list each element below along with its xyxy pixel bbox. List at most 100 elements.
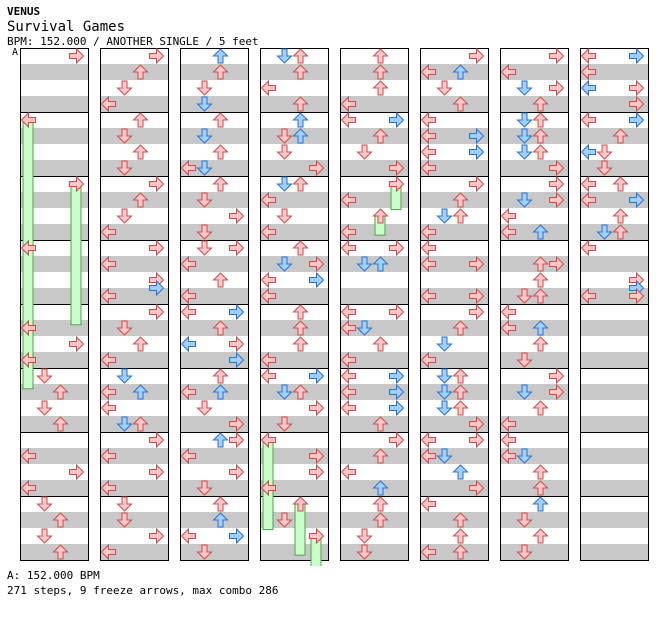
- arrow-up-icon: [292, 384, 309, 400]
- arrow-up-icon: [372, 336, 389, 352]
- arrow-up-icon: [372, 80, 389, 96]
- arrow-up-icon: [452, 208, 469, 224]
- arrow-left-icon: [420, 447, 436, 465]
- arrow-down-icon: [116, 368, 133, 384]
- arrow-left-icon: [20, 447, 36, 465]
- arrow-up-icon: [132, 192, 149, 208]
- arrow-left-icon: [420, 287, 436, 305]
- arrow-left-icon: [260, 223, 276, 241]
- arrow-down-icon: [276, 512, 293, 528]
- beat-stripe: [260, 416, 328, 432]
- arrow-right-icon: [149, 303, 165, 321]
- arrow-right-icon: [149, 431, 165, 449]
- arrow-right-icon: [629, 95, 645, 113]
- arrow-down-icon: [516, 384, 533, 400]
- arrow-up-icon: [292, 64, 309, 80]
- beat-stripe: [260, 480, 328, 496]
- beat-stripe: [500, 448, 568, 464]
- arrow-right-icon: [69, 463, 85, 481]
- arrow-right-icon: [229, 207, 245, 225]
- arrow-left-icon: [100, 351, 116, 369]
- arrow-up-icon: [452, 96, 469, 112]
- beat-stripe: [260, 288, 328, 304]
- beat-stripe: [100, 96, 168, 112]
- arrow-left-icon: [260, 431, 276, 449]
- arrow-down-icon: [516, 288, 533, 304]
- beat-stripe: [580, 512, 648, 528]
- arrow-up-icon: [452, 528, 469, 544]
- arrow-left-icon: [500, 207, 516, 225]
- beat-stripe: [580, 64, 648, 80]
- arrow-up-icon: [212, 512, 229, 528]
- arrow-right-icon: [389, 239, 405, 257]
- arrow-up-icon: [212, 320, 229, 336]
- arrow-right-icon: [469, 415, 485, 433]
- arrow-down-icon: [196, 224, 213, 240]
- arrow-right-icon: [309, 255, 325, 273]
- beat-stripe: [260, 352, 328, 368]
- arrow-left-icon: [340, 111, 356, 129]
- arrow-right-icon: [229, 527, 245, 545]
- arrow-up-icon: [452, 64, 469, 80]
- arrow-right-icon: [389, 367, 405, 385]
- arrow-left-icon: [100, 223, 116, 241]
- arrow-right-icon: [309, 463, 325, 481]
- arrow-up-icon: [532, 528, 549, 544]
- arrow-down-icon: [356, 544, 373, 560]
- arrow-up-icon: [452, 368, 469, 384]
- arrow-left-icon: [420, 255, 436, 273]
- beat-stripe: [260, 192, 328, 208]
- arrow-down-icon: [596, 144, 613, 160]
- arrow-right-icon: [229, 463, 245, 481]
- arrow-up-icon: [212, 496, 229, 512]
- arrow-right-icon: [549, 191, 565, 209]
- arrow-down-icon: [356, 528, 373, 544]
- arrow-right-icon: [469, 303, 485, 321]
- arrow-left-icon: [420, 543, 436, 561]
- chart-column-frame: [340, 48, 409, 561]
- arrow-up-icon: [612, 128, 629, 144]
- beat-stripe: [580, 288, 648, 304]
- arrow-left-icon: [100, 447, 116, 465]
- artist-name: VENUS: [7, 5, 41, 18]
- arrow-left-icon: [100, 255, 116, 273]
- arrow-down-icon: [196, 480, 213, 496]
- arrow-left-icon: [420, 223, 436, 241]
- arrow-up-icon: [452, 464, 469, 480]
- beat-stripe: [580, 96, 648, 112]
- arrow-left-icon: [500, 223, 516, 241]
- arrow-left-icon: [260, 79, 276, 97]
- beat-stripe: [580, 480, 648, 496]
- arrow-right-icon: [549, 47, 565, 65]
- beat-stripe: [180, 128, 248, 144]
- arrow-up-icon: [612, 224, 629, 240]
- beat-stripe: [20, 352, 88, 368]
- arrow-left-icon: [580, 143, 596, 161]
- arrow-left-icon: [100, 383, 116, 401]
- arrow-down-icon: [516, 128, 533, 144]
- arrow-left-icon: [340, 463, 356, 481]
- arrow-down-icon: [196, 544, 213, 560]
- beat-stripe: [180, 288, 248, 304]
- arrow-left-icon: [580, 111, 596, 129]
- arrow-up-icon: [292, 128, 309, 144]
- arrow-right-icon: [69, 335, 85, 353]
- arrow-down-icon: [596, 160, 613, 176]
- arrow-left-icon: [260, 271, 276, 289]
- arrow-up-icon: [532, 464, 549, 480]
- beat-stripe: [500, 352, 568, 368]
- arrow-up-icon: [212, 176, 229, 192]
- arrow-up-icon: [452, 320, 469, 336]
- arrow-left-icon: [20, 239, 36, 257]
- arrow-down-icon: [196, 128, 213, 144]
- arrow-down-icon: [276, 176, 293, 192]
- arrow-left-icon: [500, 63, 516, 81]
- arrow-up-icon: [452, 512, 469, 528]
- arrow-right-icon: [149, 239, 165, 257]
- arrow-left-icon: [580, 63, 596, 81]
- arrow-down-icon: [196, 240, 213, 256]
- arrow-down-icon: [436, 384, 453, 400]
- beat-stripe: [180, 352, 248, 368]
- beat-stripe: [100, 352, 168, 368]
- arrow-up-icon: [372, 416, 389, 432]
